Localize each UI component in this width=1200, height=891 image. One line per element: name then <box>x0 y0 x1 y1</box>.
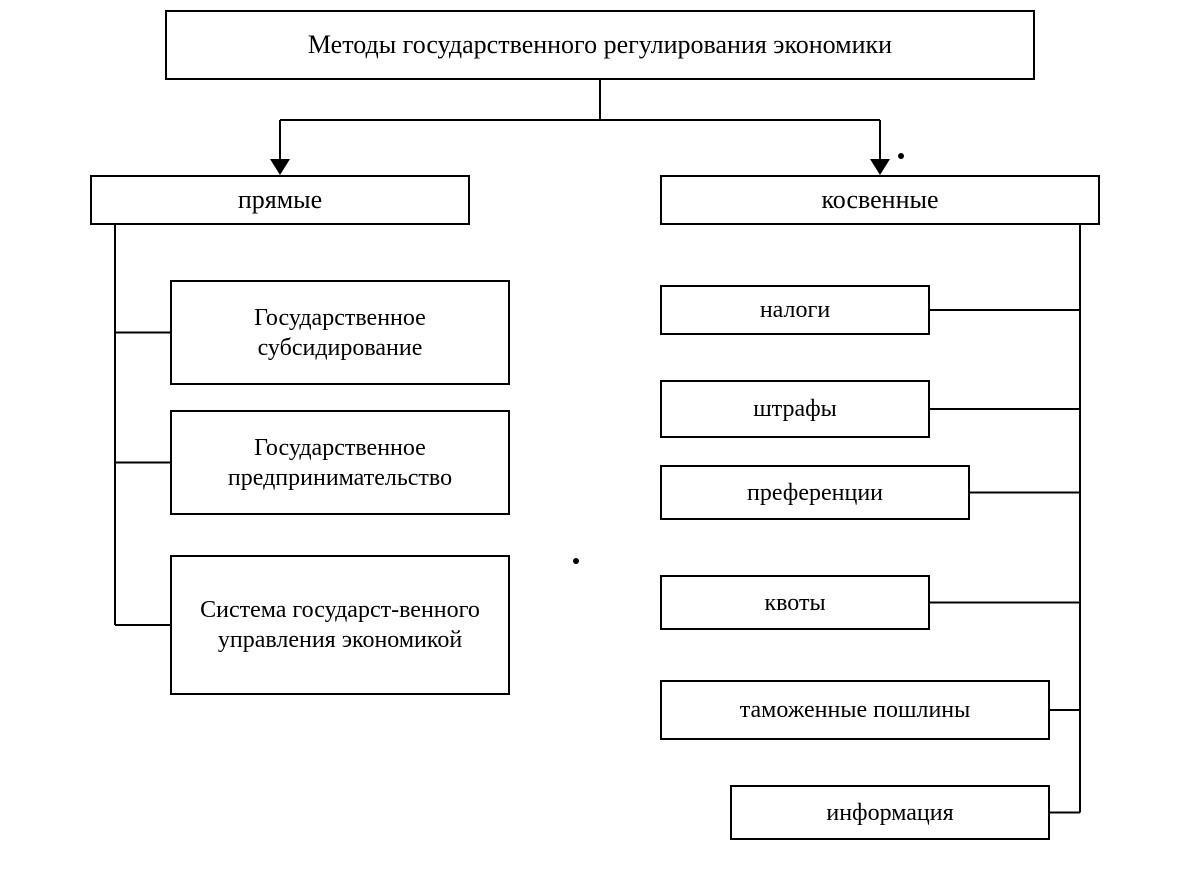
left-item-node: Государственное субсидирование <box>170 280 510 385</box>
right-item-label: квоты <box>764 588 825 618</box>
right-item-node: таможенные пошлины <box>660 680 1050 740</box>
root-node: Методы государственного регулирования эк… <box>165 10 1035 80</box>
left-item-node: Система государст-венного управления эко… <box>170 555 510 695</box>
right-item-label: преференции <box>747 478 883 508</box>
right-item-node: информация <box>730 785 1050 840</box>
right-item-label: информация <box>826 798 953 828</box>
left-category-label: прямые <box>238 184 322 217</box>
right-item-label: штрафы <box>753 394 837 424</box>
left-category-node: прямые <box>90 175 470 225</box>
right-category-node: косвенные <box>660 175 1100 225</box>
artifact-dot <box>573 558 579 564</box>
right-item-label: таможенные пошлины <box>740 695 971 725</box>
left-item-label: Государственное субсидирование <box>180 303 500 363</box>
left-item-label: Система государст-венного управления эко… <box>180 595 500 655</box>
right-category-label: косвенные <box>822 184 939 217</box>
right-item-label: налоги <box>760 295 830 325</box>
root-label: Методы государственного регулирования эк… <box>308 29 892 62</box>
right-item-node: налоги <box>660 285 930 335</box>
right-item-node: квоты <box>660 575 930 630</box>
left-item-label: Государственное предпринимательство <box>180 433 500 493</box>
right-item-node: штрафы <box>660 380 930 438</box>
right-item-node: преференции <box>660 465 970 520</box>
artifact-dot <box>898 153 904 159</box>
left-item-node: Государственное предпринимательство <box>170 410 510 515</box>
